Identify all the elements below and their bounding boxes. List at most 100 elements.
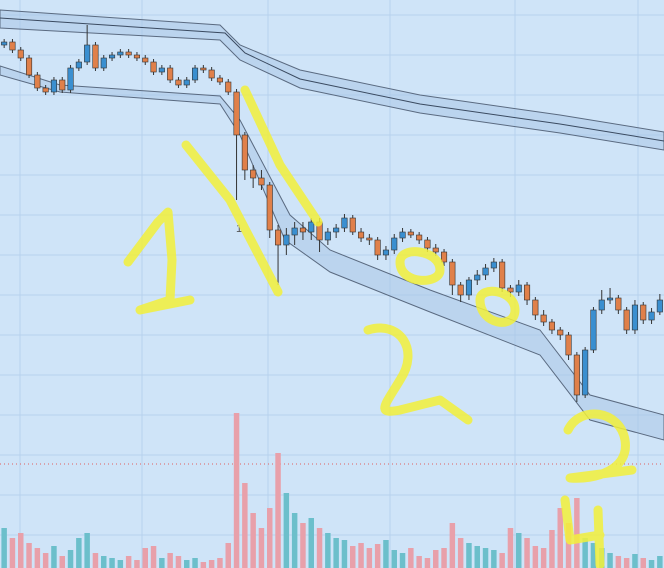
volume-bar <box>283 493 290 568</box>
candle-body <box>67 67 74 91</box>
volume-bar <box>549 530 555 568</box>
volume-bar <box>167 553 173 568</box>
volume-bar <box>84 533 90 568</box>
candle-body <box>200 67 207 71</box>
scribbles <box>123 85 637 568</box>
volume-bar <box>34 548 41 568</box>
candle-body <box>175 79 182 86</box>
volume-bar <box>408 548 414 568</box>
candle-body <box>26 57 33 76</box>
volume-bar <box>457 538 464 568</box>
volume-bar <box>250 513 256 568</box>
volume-bar <box>623 558 630 568</box>
candle-body <box>158 67 165 73</box>
volume-bar <box>557 508 563 568</box>
volume-bar <box>657 556 663 568</box>
candle-body <box>308 221 315 233</box>
volume-bar <box>51 546 57 568</box>
candle-body <box>183 79 190 86</box>
candle-body <box>640 304 647 321</box>
volume-bar <box>59 556 65 568</box>
volume-bar <box>499 553 505 568</box>
volume-bar <box>474 546 480 568</box>
candle-body <box>391 237 398 251</box>
volume-bar <box>175 556 182 568</box>
candle-body <box>241 134 248 171</box>
candle-body <box>631 304 638 331</box>
candle-body <box>465 279 472 296</box>
candle-body <box>142 57 149 63</box>
candle-body <box>42 87 49 93</box>
candle-body <box>299 227 306 233</box>
candle-body <box>457 284 464 296</box>
candle-body <box>507 287 514 293</box>
volume-bar <box>42 553 49 568</box>
volume-bar <box>92 553 99 568</box>
candle-body <box>499 261 506 289</box>
candle-body <box>75 61 82 69</box>
volume-bar <box>217 558 223 568</box>
candle-body <box>266 184 273 231</box>
volume-bar <box>466 543 472 568</box>
volume-bar <box>640 558 646 568</box>
candle-body <box>349 217 356 233</box>
candle-body <box>432 247 439 253</box>
candle-body <box>291 227 298 236</box>
candle-body <box>333 227 340 233</box>
candle-body <box>59 79 66 91</box>
volume-bar <box>424 558 431 568</box>
candle-body <box>84 44 91 63</box>
volume-bar <box>208 560 215 568</box>
candle-body <box>582 349 589 396</box>
volume-bars <box>1 413 663 568</box>
candle-body <box>233 91 240 136</box>
candle-body <box>133 54 140 59</box>
candle-body <box>623 309 630 331</box>
volume-bar <box>565 523 572 568</box>
volume-bar <box>632 554 638 568</box>
volume-bar <box>648 560 655 568</box>
volume-bar <box>225 543 231 568</box>
candle-body <box>1 41 8 46</box>
volume-bar <box>275 453 281 568</box>
candle-body <box>648 311 655 321</box>
volume-bar <box>134 560 140 568</box>
candle-body <box>275 229 282 246</box>
volume-bar <box>391 550 397 568</box>
candle-body <box>482 267 489 276</box>
candle-body <box>515 284 522 293</box>
volume-bar <box>507 528 514 568</box>
volume-bar <box>192 558 198 568</box>
candle-body <box>366 237 373 241</box>
candle-body <box>407 231 414 236</box>
candle-body <box>358 231 365 239</box>
volume-bar <box>516 533 522 568</box>
volume-bar <box>383 540 389 568</box>
candle-body <box>557 329 564 336</box>
volume-bar <box>308 518 314 568</box>
volume-bar <box>540 548 547 568</box>
volume-bar <box>26 543 32 568</box>
candle-body <box>548 321 555 331</box>
volume-bar <box>117 560 124 568</box>
volume-bar <box>233 413 240 568</box>
volume-bar <box>316 528 323 568</box>
candle-body <box>424 239 431 249</box>
candle-body <box>50 79 57 93</box>
candle-body <box>216 77 223 83</box>
volume-bar <box>76 538 82 568</box>
candle-body <box>441 251 448 263</box>
channel-bands <box>0 9 664 441</box>
volume-bar <box>590 543 597 568</box>
candle-body <box>656 299 663 313</box>
volume-bar <box>615 556 622 568</box>
volume-bar <box>67 550 74 568</box>
candle-body <box>92 44 99 69</box>
volume-bar <box>350 546 356 568</box>
volume-bar <box>325 533 331 568</box>
volume-bar <box>125 556 132 568</box>
volume-bar <box>267 508 273 568</box>
candle-body <box>532 299 539 316</box>
candle-body <box>258 177 265 186</box>
candle-body <box>341 217 348 229</box>
